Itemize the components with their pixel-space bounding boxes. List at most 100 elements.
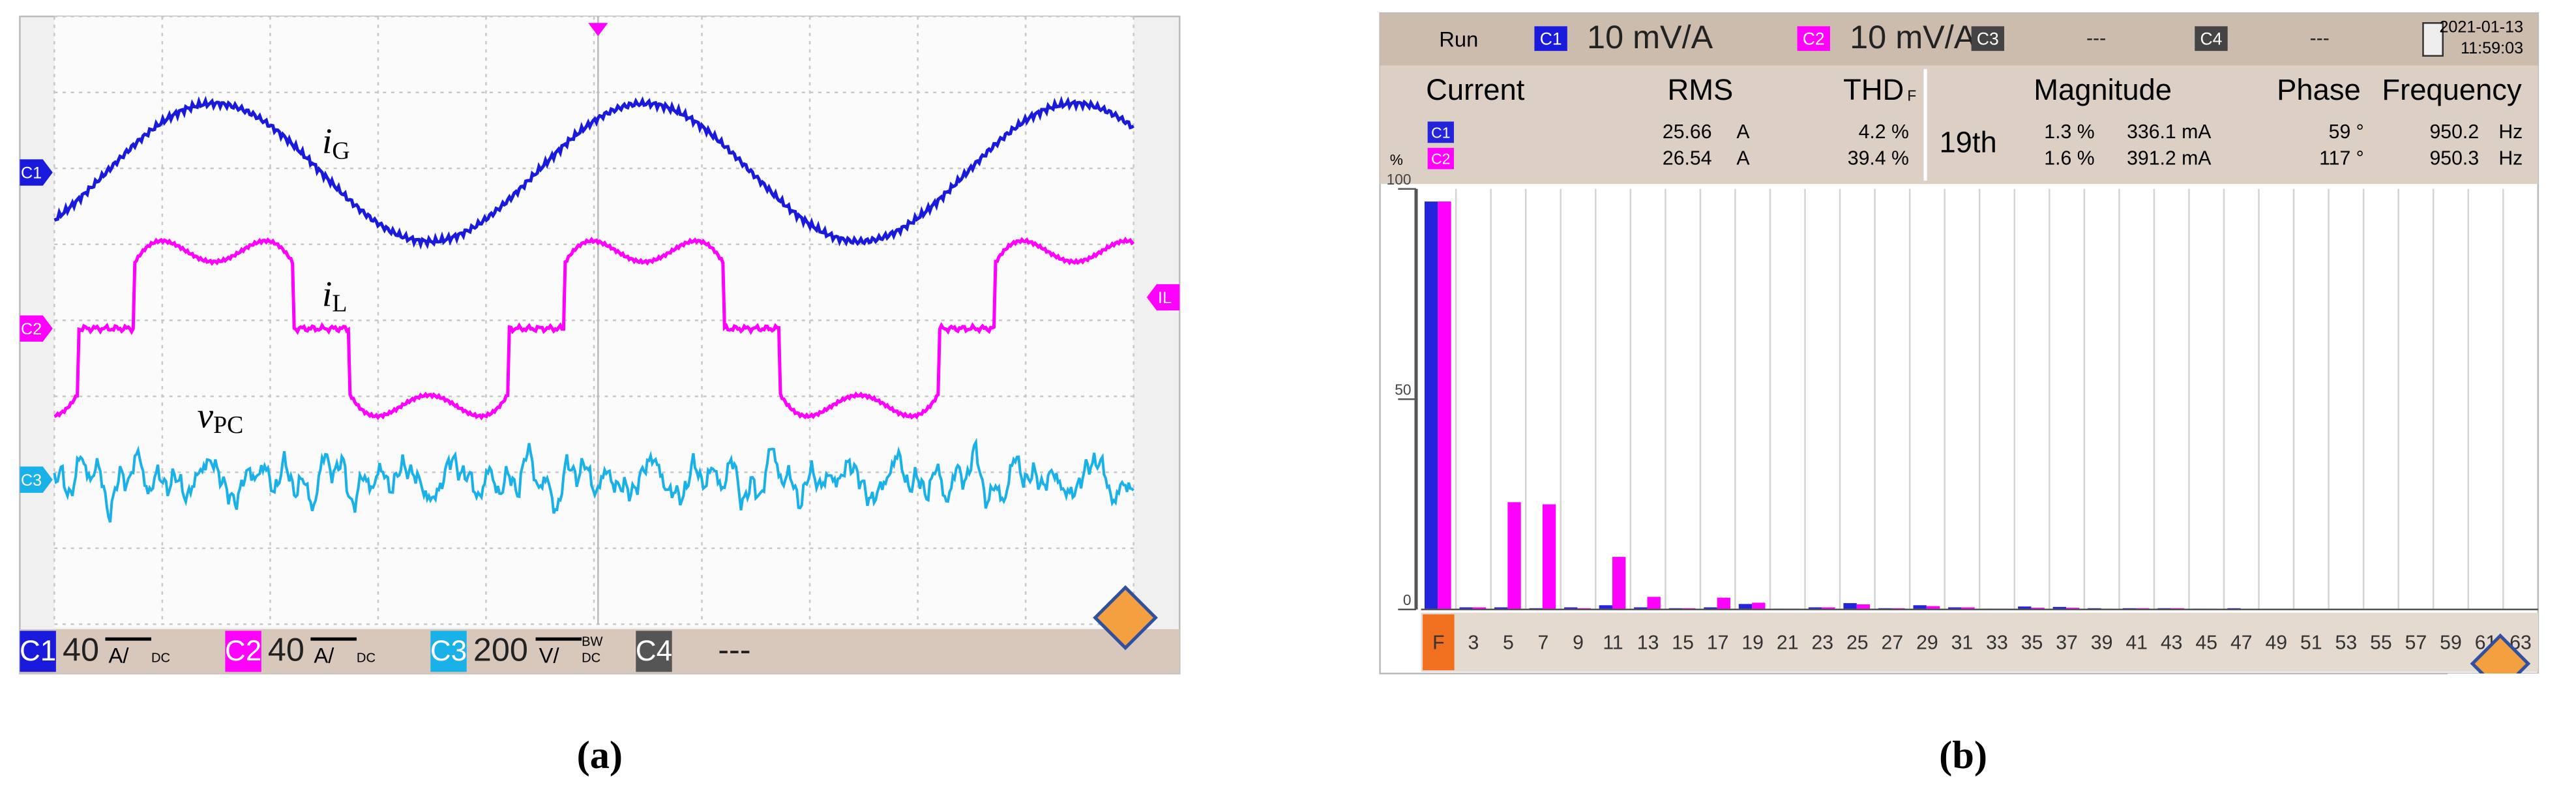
x-tick-label: 13 (1637, 632, 1659, 654)
readout-heading: RMS (1668, 73, 1734, 106)
channel-marker-label: C1 (21, 164, 42, 183)
x-tick-label: 47 (2230, 632, 2253, 654)
channel-marker-label: C2 (21, 320, 42, 338)
x-tick-label: 43 (2161, 632, 2183, 654)
bar (1564, 607, 1578, 610)
x-tick-label: 37 (2056, 632, 2078, 654)
channel-unit: A/ (108, 643, 129, 667)
x-tick-label: 3 (1468, 632, 1479, 654)
channel-scale: --- (2310, 27, 2330, 49)
channel-name: C1 (1540, 29, 1562, 49)
channel-badge (2195, 26, 2228, 52)
bar (1808, 607, 1822, 610)
x-tick-label: 51 (2300, 632, 2322, 654)
bar (2018, 606, 2032, 610)
x-tick-label: 29 (1916, 632, 1938, 654)
x-tick-label: 5 (1503, 632, 1514, 654)
x-tick-label: 17 (1707, 632, 1729, 654)
y-tick-label: 0 (1403, 591, 1412, 608)
trace-vpc (53, 437, 1135, 523)
y-tick-label: 100 (1387, 171, 1412, 188)
channel-name: C4 (2200, 29, 2223, 49)
channel-coupling: DC (151, 651, 170, 666)
bar (2052, 606, 2066, 610)
channel-badge (225, 630, 261, 672)
trace-subscript: L (332, 289, 347, 317)
x-tick-label: 11 (1603, 632, 1623, 654)
x-tick-label: 49 (2265, 632, 2287, 654)
channel-name: C1 (1431, 124, 1450, 141)
channel-marker (20, 159, 53, 186)
battery-icon (2422, 22, 2444, 57)
bar (2065, 608, 2080, 610)
channel-badge (1534, 26, 1567, 52)
level-marker-label: IL (1158, 289, 1172, 307)
x-tick-label: 19 (1741, 632, 1764, 654)
magnitude-pct: 1.6 % (2044, 147, 2094, 169)
readout-heading: THD (1843, 73, 1904, 106)
frequency-unit: Hz (2498, 121, 2523, 143)
level-marker (1146, 284, 1180, 311)
time: 11:59:03 (2461, 39, 2523, 57)
channel-name: C3 (1977, 29, 1999, 49)
bar (1542, 504, 1556, 610)
bar (1634, 607, 1648, 610)
channel-scale: 40 (63, 631, 99, 668)
x-tick-label: 57 (2405, 632, 2427, 654)
frequency: 950.3 (2430, 147, 2480, 169)
phase: 59 ° (2329, 121, 2364, 143)
rms-unit: A (1736, 147, 1750, 169)
magnitude-pct: 1.3 % (2044, 121, 2094, 143)
readout-heading: Current (1426, 73, 1525, 106)
caption: (a) (577, 733, 623, 777)
x-tick-label: 7 (1538, 632, 1549, 654)
caption: (b) (1939, 733, 1987, 777)
header-bar (1380, 13, 2538, 66)
x-tick-label: 25 (1846, 632, 1869, 654)
channel-name: C4 (636, 635, 672, 667)
readout-heading: Frequency (2382, 73, 2522, 106)
thd: 4.2 % (1859, 121, 1909, 143)
channel-badge (1797, 26, 1830, 52)
channel-bandwidth: BW (582, 634, 602, 649)
logo-mask (2448, 673, 2563, 707)
trace-ig (53, 95, 1134, 250)
channel-marker (20, 466, 53, 493)
channel-name: C3 (430, 635, 467, 667)
channel-coupling: DC (357, 651, 376, 666)
channel-marker (20, 315, 53, 342)
channel-badge (1427, 147, 1454, 170)
bar (1856, 604, 1871, 610)
channel-coupling: DC (582, 651, 600, 666)
x-tick-label: 45 (2195, 632, 2217, 654)
trace-symbol: i (322, 121, 332, 160)
bar (1459, 607, 1473, 610)
x-tick-label: 59 (2440, 632, 2462, 654)
channel-scale: 40 (268, 631, 304, 668)
x-tick-label: 53 (2335, 632, 2358, 654)
date: 2021-01-13 (2439, 18, 2523, 36)
fundamental-highlight (1423, 614, 1455, 670)
rms: 26.54 (1663, 147, 1712, 169)
channel-badge (1971, 26, 2005, 52)
x-tick-label: 55 (2370, 632, 2392, 654)
channel-badge (20, 630, 56, 672)
trace-symbol: v (198, 395, 214, 435)
trigger-marker (588, 23, 608, 37)
channel-name: C2 (1803, 29, 1825, 49)
bar (1704, 607, 1717, 610)
category-bar (1421, 612, 2538, 672)
bar (2031, 608, 2045, 610)
phase: 117 ° (2319, 147, 2364, 169)
bar (1926, 606, 1940, 610)
channel-scale: 10 mV/A (1587, 18, 1713, 55)
bar (1647, 597, 1661, 610)
bar (1843, 603, 1857, 610)
x-tick-label: F (1432, 632, 1444, 654)
magnitude: 336.1 mA (2127, 121, 2212, 143)
bar (1507, 502, 1521, 610)
bar (1599, 605, 1612, 610)
channel-scale: --- (2086, 27, 2106, 49)
bar (1717, 597, 1730, 610)
frequency: 950.2 (2430, 121, 2480, 143)
